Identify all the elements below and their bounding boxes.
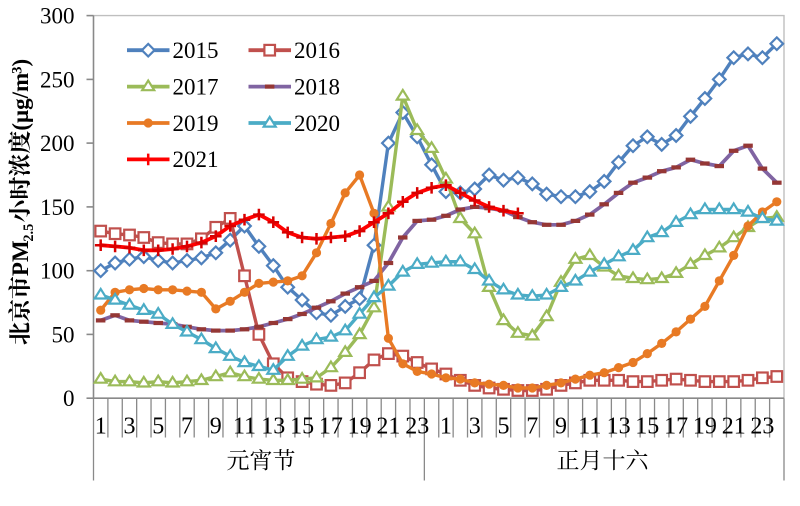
svg-text:13: 13 <box>607 414 631 440</box>
svg-text:9: 9 <box>555 414 567 440</box>
svg-text:15: 15 <box>635 414 659 440</box>
svg-text:2.5: 2.5 <box>21 224 37 242</box>
svg-text:3: 3 <box>469 414 481 440</box>
svg-text:21: 21 <box>376 414 400 440</box>
svg-text:7: 7 <box>181 414 193 440</box>
svg-text:17: 17 <box>664 414 688 440</box>
svg-text:1: 1 <box>440 414 452 440</box>
svg-text:17: 17 <box>319 414 343 440</box>
svg-text:250: 250 <box>40 67 75 92</box>
svg-text:7: 7 <box>526 414 538 440</box>
svg-text:100: 100 <box>40 259 75 284</box>
svg-text:2020: 2020 <box>294 111 340 136</box>
svg-text:50: 50 <box>52 322 75 347</box>
svg-text:11: 11 <box>578 414 601 440</box>
svg-text:2015: 2015 <box>173 38 219 63</box>
svg-text:): ) <box>8 59 33 67</box>
svg-text:3: 3 <box>124 414 136 440</box>
svg-text:2016: 2016 <box>294 38 340 63</box>
svg-text:21: 21 <box>722 414 746 440</box>
svg-text:3: 3 <box>10 67 26 74</box>
svg-text:19: 19 <box>693 414 717 440</box>
svg-text:(μg/m: (μg/m <box>8 73 33 131</box>
svg-text:11: 11 <box>233 414 256 440</box>
svg-text:19: 19 <box>348 414 372 440</box>
svg-text:23: 23 <box>750 414 774 440</box>
svg-text:23: 23 <box>405 414 429 440</box>
svg-text:PM: PM <box>8 240 33 276</box>
svg-text:5: 5 <box>152 414 164 440</box>
svg-text:5: 5 <box>498 414 510 440</box>
svg-text:300: 300 <box>40 4 75 29</box>
svg-text:0: 0 <box>63 386 75 411</box>
svg-text:200: 200 <box>40 131 75 156</box>
svg-text:2018: 2018 <box>294 74 340 99</box>
svg-text:1: 1 <box>95 414 107 440</box>
svg-text:2017: 2017 <box>173 74 219 99</box>
svg-text:2021: 2021 <box>173 147 219 172</box>
svg-text:15: 15 <box>290 414 314 440</box>
svg-text:9: 9 <box>210 414 222 440</box>
svg-text:13: 13 <box>261 414 285 440</box>
svg-text:2019: 2019 <box>173 111 219 136</box>
svg-text:150: 150 <box>40 195 75 220</box>
